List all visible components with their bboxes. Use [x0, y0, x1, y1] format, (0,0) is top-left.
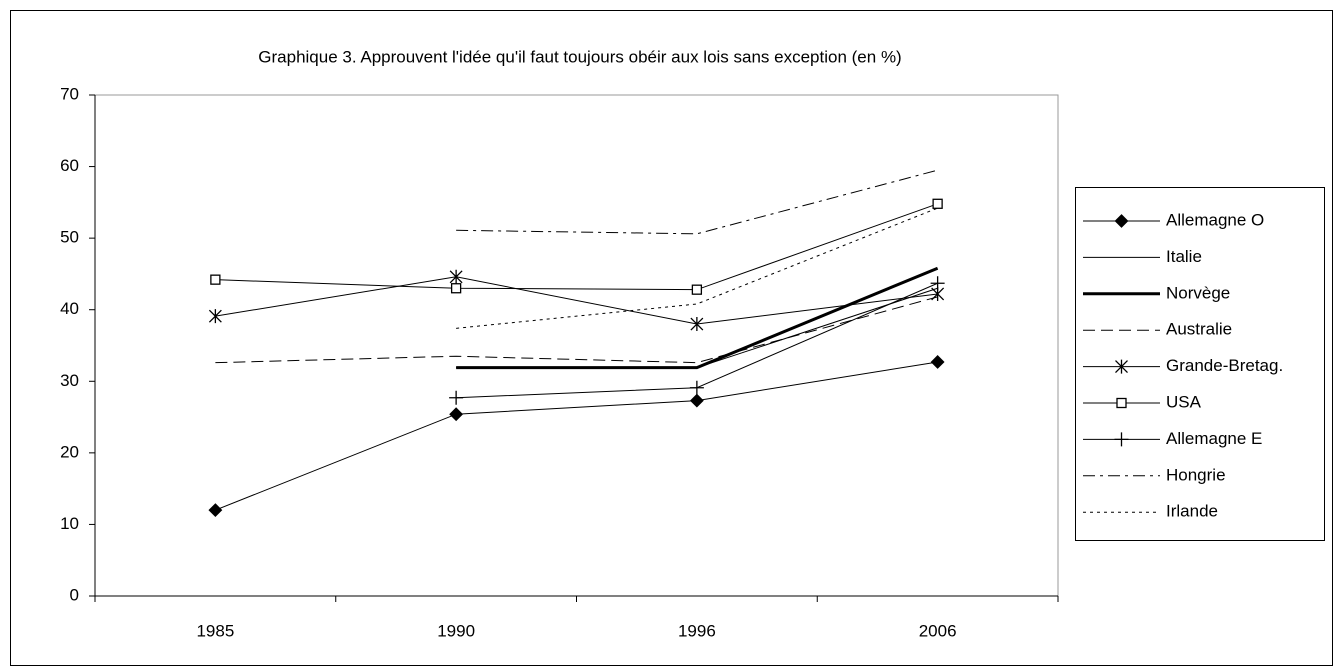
legend-label: USA [1166, 392, 1202, 411]
x-tick-label: 2006 [919, 621, 957, 640]
legend-label: Allemagne E [1166, 429, 1262, 448]
marker [208, 503, 223, 518]
x-tick-label: 1985 [196, 621, 234, 640]
x-tick-label: 1996 [678, 621, 716, 640]
series-line [215, 276, 938, 325]
marker [210, 274, 221, 285]
legend-label: Allemagne O [1166, 210, 1264, 229]
legend-label: Norvège [1166, 283, 1230, 302]
legend-label: Italie [1166, 247, 1202, 266]
plot-border [95, 94, 1059, 596]
x-tick-label: 1990 [437, 621, 475, 640]
y-tick-label: 40 [60, 299, 79, 318]
series-line [215, 203, 938, 291]
series-line [456, 207, 938, 329]
y-tick-label: 30 [60, 371, 79, 390]
marker [449, 390, 464, 405]
y-tick-label: 50 [60, 228, 79, 247]
marker [689, 380, 704, 395]
series-line [456, 266, 939, 370]
y-tick-label: 20 [60, 442, 79, 461]
marker [1115, 359, 1128, 374]
marker [449, 269, 463, 284]
marker [450, 283, 462, 294]
marker [691, 284, 703, 295]
series-line [215, 296, 938, 364]
series-line [456, 169, 938, 235]
marker [932, 198, 943, 209]
marker [449, 407, 464, 422]
marker [689, 393, 704, 408]
series-line [215, 361, 938, 511]
legend-label: Australie [1166, 320, 1232, 339]
legend-label: Irlande [1166, 502, 1218, 521]
y-tick-label: 0 [70, 585, 79, 604]
marker [1114, 214, 1129, 228]
legend-label: Hongrie [1166, 465, 1226, 484]
chart-title: Graphique 3. Approuvent l'idée qu'il fau… [258, 47, 901, 66]
legend-label: Grande-Bretag. [1166, 356, 1283, 375]
marker [690, 317, 704, 332]
y-tick-label: 60 [60, 156, 79, 175]
marker [1116, 397, 1127, 409]
marker [930, 355, 945, 369]
y-tick-label: 10 [60, 514, 79, 533]
y-tick-label: 70 [60, 84, 79, 103]
marker [208, 309, 222, 324]
marker [930, 276, 945, 291]
legend-box [1075, 187, 1325, 541]
marker [1114, 432, 1129, 447]
